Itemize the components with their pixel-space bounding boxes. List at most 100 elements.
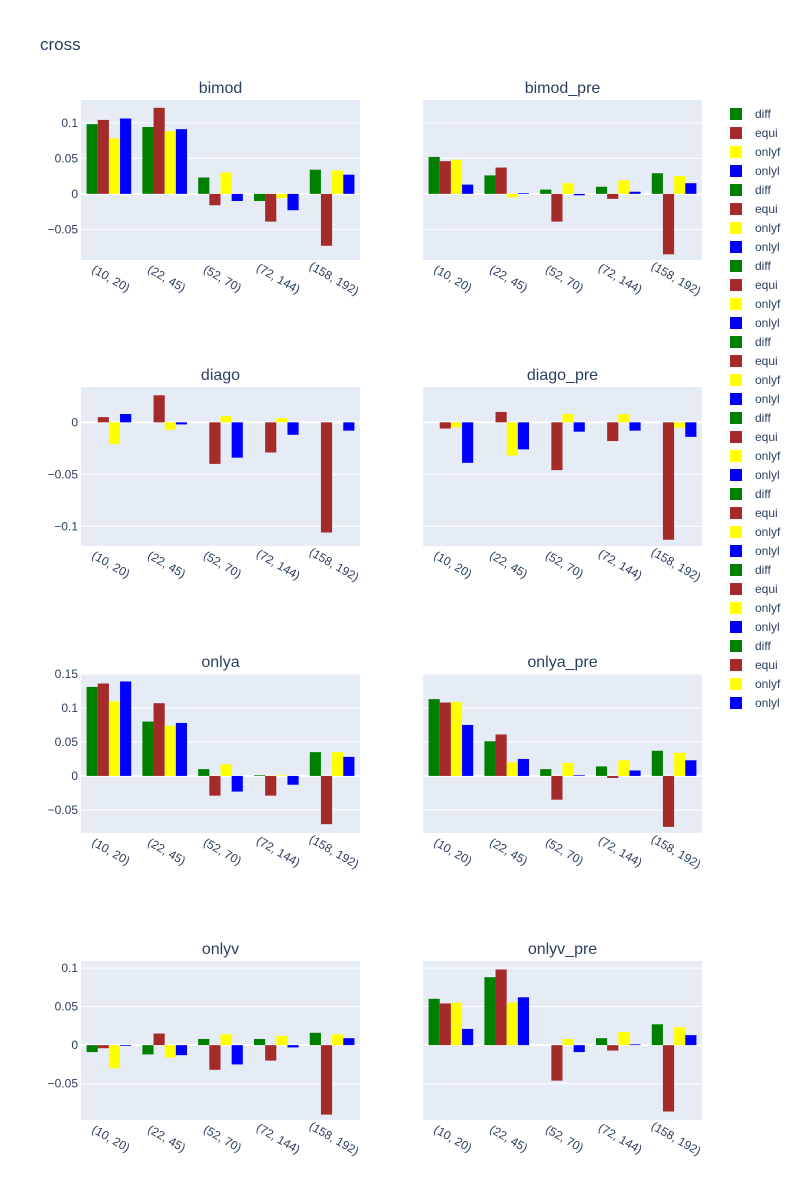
bar-equi-4[interactable] — [265, 775, 277, 796]
bar-onlyf-1[interactable] — [108, 138, 121, 194]
bar-diff-3[interactable] — [540, 189, 552, 194]
bar-equi-5[interactable] — [662, 422, 675, 540]
bar-onlyf-1[interactable] — [450, 701, 463, 776]
bar-equi-3[interactable] — [209, 1045, 221, 1070]
bar-onlyl-1[interactable] — [120, 1045, 132, 1046]
bar-onlyl-2[interactable] — [175, 722, 188, 776]
legend-item-diff[interactable]: diff — [730, 107, 771, 121]
bar-onlyl-1[interactable] — [462, 184, 474, 194]
bar-onlyl-3[interactable] — [231, 1045, 243, 1065]
legend-item-onlyl[interactable]: onlyl — [730, 468, 780, 482]
legend-item-onlyl[interactable]: onlyl — [730, 544, 780, 558]
bar-diff-3[interactable] — [540, 769, 552, 776]
bar-onlyl-2[interactable] — [517, 422, 530, 450]
bar-diff-1[interactable] — [428, 998, 440, 1046]
bar-onlyf-3[interactable] — [562, 183, 574, 194]
bar-onlyl-2[interactable] — [175, 1045, 188, 1056]
bar-equi-3[interactable] — [551, 422, 563, 471]
bar-onlyl-1[interactable] — [462, 422, 474, 463]
bar-equi-3[interactable] — [209, 775, 221, 796]
bar-equi-3[interactable] — [551, 1045, 563, 1081]
bar-equi-2[interactable] — [495, 969, 507, 1046]
bar-onlyf-4[interactable] — [618, 1032, 630, 1046]
bar-onlyf-2[interactable] — [506, 762, 518, 776]
legend-item-onlyl[interactable]: onlyl — [730, 240, 780, 254]
legend-item-onlyf[interactable]: onlyf — [730, 373, 781, 387]
legend-item-onlyl[interactable]: onlyl — [730, 620, 780, 634]
legend-item-equi[interactable]: equi — [730, 126, 778, 140]
bar-onlyf-4[interactable] — [618, 760, 630, 776]
bar-onlyl-5[interactable] — [343, 174, 355, 194]
bar-onlyf-2[interactable] — [164, 725, 176, 776]
legend-item-equi[interactable]: equi — [730, 658, 778, 672]
bar-onlyf-4[interactable] — [618, 180, 630, 194]
bar-onlyf-3[interactable] — [220, 172, 232, 194]
legend-item-equi[interactable]: equi — [730, 582, 778, 596]
bar-onlyf-2[interactable] — [164, 1045, 176, 1058]
bar-equi-2[interactable] — [495, 167, 507, 194]
bar-onlyf-1[interactable] — [450, 422, 463, 428]
bar-onlyl-2[interactable] — [175, 129, 188, 194]
bar-diff-2[interactable] — [484, 175, 496, 194]
bar-onlyf-1[interactable] — [450, 159, 463, 194]
bar-diff-1[interactable] — [428, 699, 440, 776]
bar-equi-5[interactable] — [320, 775, 333, 825]
bar-onlyf-5[interactable] — [332, 752, 344, 776]
bar-diff-3[interactable] — [198, 1038, 210, 1046]
bar-onlyl-5[interactable] — [685, 1035, 697, 1046]
bar-onlyf-2[interactable] — [506, 422, 518, 456]
bar-equi-1[interactable] — [439, 702, 451, 776]
bar-diff-5[interactable] — [651, 173, 663, 194]
bar-equi-2[interactable] — [153, 395, 165, 423]
bar-onlyf-1[interactable] — [108, 701, 121, 776]
bar-equi-3[interactable] — [551, 193, 563, 222]
bar-onlyl-4[interactable] — [287, 422, 299, 435]
bar-equi-1[interactable] — [97, 1045, 109, 1049]
bar-equi-3[interactable] — [209, 193, 221, 206]
bar-onlyl-5[interactable] — [343, 1038, 355, 1046]
legend-item-equi[interactable]: equi — [730, 430, 778, 444]
bar-equi-2[interactable] — [153, 1033, 165, 1046]
bar-equi-5[interactable] — [662, 775, 675, 827]
legend-item-onlyl[interactable]: onlyl — [730, 164, 780, 178]
bar-diff-1[interactable] — [86, 124, 98, 194]
bar-onlyl-4[interactable] — [629, 422, 641, 431]
bar-equi-5[interactable] — [662, 1045, 675, 1112]
bar-onlyl-2[interactable] — [517, 997, 530, 1046]
bar-onlyf-4[interactable] — [276, 775, 288, 776]
bar-onlyl-5[interactable] — [343, 422, 355, 431]
legend-item-diff[interactable]: diff — [730, 259, 771, 273]
bar-onlyf-5[interactable] — [674, 1027, 686, 1046]
bar-diff-1[interactable] — [428, 156, 440, 194]
bar-onlyl-3[interactable] — [231, 193, 243, 201]
bar-onlyf-5[interactable] — [332, 170, 344, 194]
bar-onlyf-4[interactable] — [276, 193, 288, 199]
bar-onlyf-5[interactable] — [674, 176, 686, 194]
bar-equi-3[interactable] — [209, 422, 221, 464]
bar-onlyf-1[interactable] — [450, 1002, 463, 1046]
bar-onlyf-5[interactable] — [674, 422, 686, 428]
bar-onlyl-1[interactable] — [462, 724, 474, 776]
bar-onlyf-2[interactable] — [506, 193, 518, 198]
bar-onlyl-2[interactable] — [175, 422, 188, 425]
bar-onlyl-4[interactable] — [629, 770, 641, 776]
legend-item-diff[interactable]: diff — [730, 487, 771, 501]
bar-onlyl-2[interactable] — [517, 193, 530, 194]
bar-diff-4[interactable] — [253, 775, 266, 776]
bar-equi-4[interactable] — [265, 422, 277, 453]
bar-equi-1[interactable] — [97, 683, 109, 776]
bar-diff-5[interactable] — [651, 1024, 663, 1046]
bar-diff-3[interactable] — [198, 177, 210, 194]
bar-equi-5[interactable] — [662, 193, 675, 255]
bar-equi-4[interactable] — [607, 1045, 619, 1051]
bar-onlyf-3[interactable] — [220, 416, 232, 423]
bar-equi-2[interactable] — [153, 107, 165, 194]
legend-item-onlyl[interactable]: onlyl — [730, 316, 780, 330]
bar-onlyl-5[interactable] — [685, 183, 697, 194]
bar-diff-1[interactable] — [86, 686, 98, 776]
bar-equi-4[interactable] — [607, 193, 619, 199]
bar-equi-1[interactable] — [97, 119, 109, 194]
bar-diff-3[interactable] — [198, 769, 210, 776]
bar-onlyl-3[interactable] — [573, 775, 585, 776]
bar-diff-5[interactable] — [309, 169, 321, 194]
